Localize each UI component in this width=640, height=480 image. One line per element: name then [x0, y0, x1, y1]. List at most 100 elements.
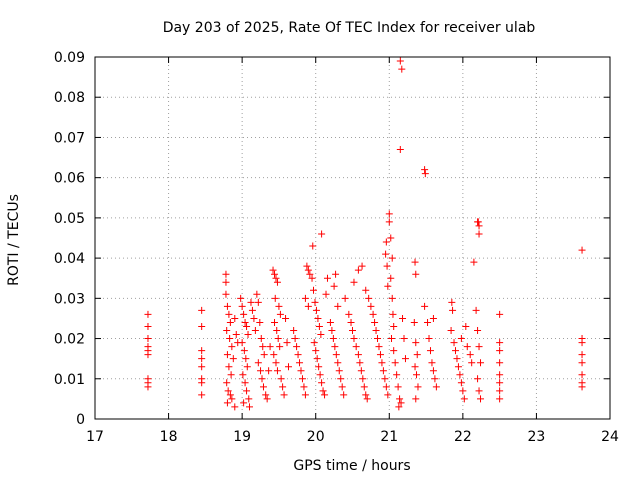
y-tick-label: 0.04 [54, 251, 85, 267]
x-tick-label: 20 [307, 429, 325, 445]
data-point [231, 403, 239, 411]
data-point [276, 343, 284, 351]
data-point [198, 355, 206, 363]
data-point [319, 387, 327, 395]
data-point [352, 343, 360, 351]
data-point [275, 302, 283, 310]
data-point [335, 367, 343, 375]
y-tick-label: 0.03 [54, 291, 85, 307]
data-point [341, 294, 349, 302]
x-tick-label: 24 [601, 429, 619, 445]
data-point [496, 339, 504, 347]
data-point [382, 250, 390, 258]
data-point [496, 379, 504, 387]
data-point [240, 399, 248, 407]
data-point [394, 383, 402, 391]
data-point [367, 302, 375, 310]
data-point [322, 290, 330, 298]
data-point [246, 403, 253, 411]
data-point [412, 270, 420, 278]
data-point [280, 391, 288, 399]
data-point [257, 335, 265, 343]
x-axis-label: GPS time / hours [293, 458, 410, 474]
data-point [448, 298, 456, 306]
data-point [315, 363, 323, 371]
data-point [284, 363, 292, 371]
data-point [306, 270, 314, 278]
data-point [244, 331, 252, 339]
data-point [321, 391, 329, 399]
data-point [387, 274, 395, 282]
data-point [254, 359, 262, 367]
data-point [374, 335, 382, 343]
data-point [229, 355, 237, 363]
data-point [475, 222, 483, 230]
data-point [290, 327, 298, 335]
x-tick-label: 21 [380, 429, 398, 445]
data-point [250, 314, 258, 322]
data-point [421, 302, 429, 310]
data-point [312, 306, 320, 314]
data-point [225, 310, 233, 318]
data-point [347, 318, 355, 326]
data-point [398, 65, 406, 73]
data-point [413, 371, 421, 379]
data-point [396, 146, 404, 154]
data-point [578, 371, 586, 379]
x-tick-label: 22 [454, 429, 472, 445]
data-point [385, 210, 393, 218]
data-point [393, 371, 401, 379]
data-point [360, 383, 368, 391]
data-point [456, 371, 464, 379]
data-point [239, 371, 247, 379]
data-point [256, 318, 264, 326]
data-point [242, 355, 250, 363]
data-point [266, 343, 274, 351]
data-point [362, 286, 370, 294]
data-point [477, 395, 485, 403]
data-point [223, 327, 231, 335]
data-point [426, 347, 434, 355]
data-point [310, 339, 318, 347]
data-point [475, 230, 483, 238]
data-point [412, 339, 420, 347]
data-point [381, 375, 389, 383]
data-point [382, 383, 390, 391]
data-point [263, 395, 271, 403]
data-point [198, 363, 206, 371]
data-point [383, 262, 391, 270]
data-point [365, 294, 373, 302]
data-point [384, 282, 392, 290]
data-point [358, 262, 366, 270]
data-point [303, 262, 311, 270]
data-point [245, 395, 253, 403]
data-point [329, 335, 337, 343]
data-point [334, 302, 342, 310]
data-point [222, 278, 230, 286]
data-point [349, 327, 356, 335]
data-point [338, 383, 346, 391]
data-point [258, 375, 266, 383]
data-point [277, 375, 285, 383]
data-point [382, 238, 390, 246]
data-point [269, 266, 277, 274]
data-point [462, 322, 470, 330]
data-point [411, 363, 419, 371]
data-point [198, 379, 206, 387]
data-point [260, 351, 268, 359]
data-point [496, 387, 504, 395]
data-point [396, 395, 404, 403]
data-point [226, 335, 234, 343]
data-point [457, 379, 465, 387]
data-point [328, 327, 336, 335]
data-point [460, 395, 468, 403]
data-point [475, 343, 483, 351]
data-point [273, 367, 281, 375]
data-point [222, 270, 230, 278]
data-point [472, 306, 480, 314]
data-point [578, 246, 586, 254]
data-point [453, 355, 461, 363]
data-point [257, 367, 265, 375]
data-point [375, 343, 383, 351]
data-point [396, 57, 404, 65]
